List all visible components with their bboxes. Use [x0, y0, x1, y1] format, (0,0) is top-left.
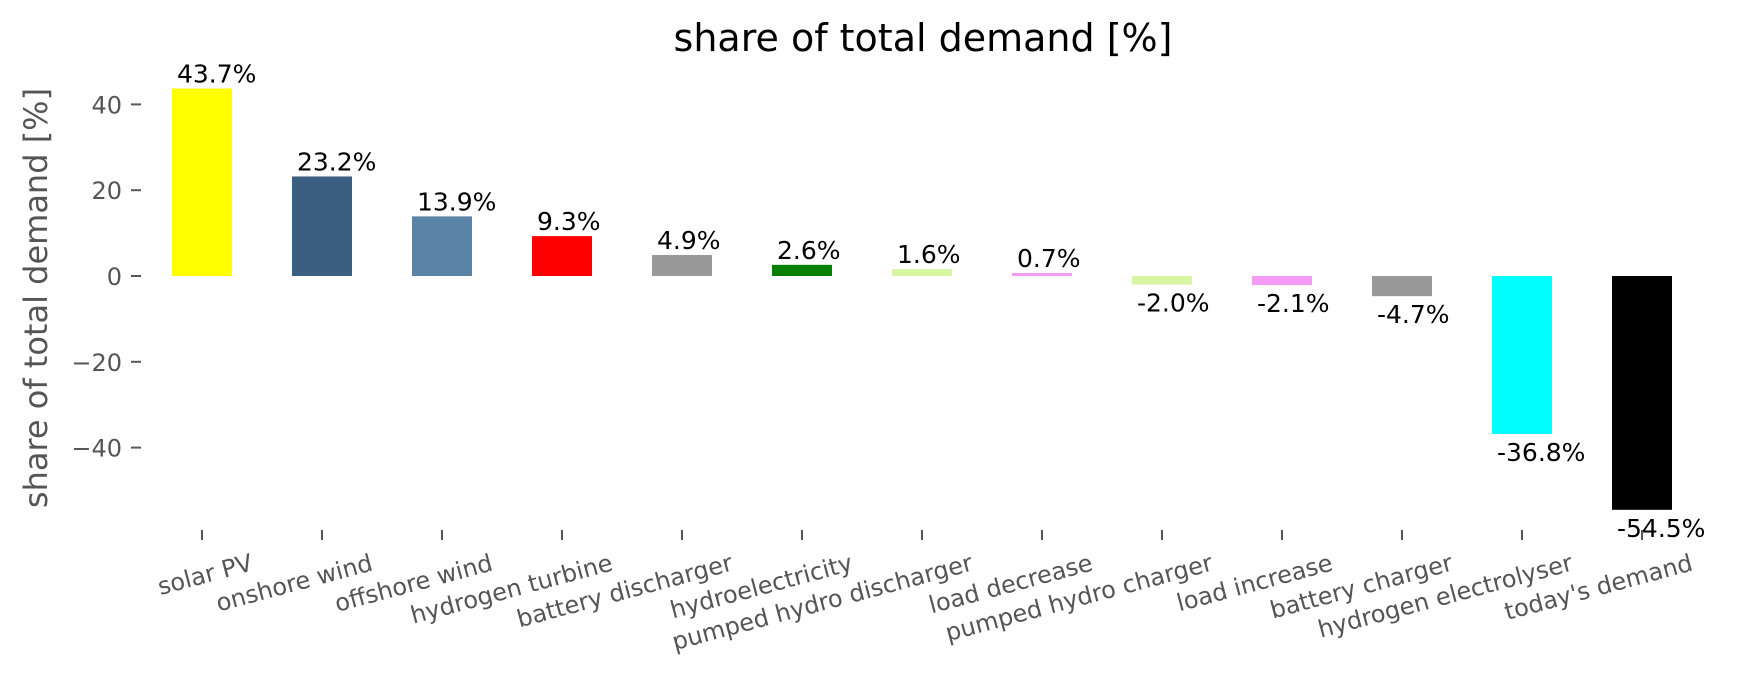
y-tick-label: 0 — [107, 263, 122, 291]
data-label: -36.8% — [1497, 438, 1585, 467]
bar — [172, 88, 232, 276]
y-tick-label: −20 — [71, 349, 122, 377]
bars — [172, 88, 1672, 510]
data-label: -4.7% — [1377, 300, 1450, 329]
data-label: -2.0% — [1137, 289, 1210, 318]
data-label: -54.5% — [1617, 514, 1705, 543]
bar — [292, 176, 352, 276]
data-label: 43.7% — [177, 60, 256, 89]
bar — [1132, 276, 1192, 285]
data-label: -2.1% — [1257, 289, 1330, 318]
data-label: 1.6% — [897, 240, 961, 269]
bar — [412, 216, 472, 276]
data-label: 13.9% — [417, 187, 496, 216]
bar — [1372, 276, 1432, 297]
y-tick-label: 40 — [91, 91, 122, 119]
bar — [1012, 272, 1072, 276]
y-axis: −40 −20 0 20 40 — [71, 91, 141, 463]
bar — [1492, 276, 1552, 434]
data-labels: 43.7% 23.2% 13.9% 9.3% 4.9% 2.6% 1.6% 0.7% -2.0%… — [177, 60, 1705, 543]
bar — [532, 236, 592, 276]
bar — [892, 269, 952, 276]
data-label: 9.3% — [537, 207, 601, 236]
data-label: 0.7% — [1017, 244, 1081, 273]
y-tick-label: −40 — [71, 435, 122, 463]
bar — [772, 264, 832, 276]
data-label: 4.9% — [657, 226, 721, 255]
y-tick-label: 20 — [91, 177, 122, 205]
chart-title: share of total demand [%] — [674, 16, 1173, 60]
y-axis-label: share of total demand [%] — [17, 88, 55, 508]
bar — [652, 254, 712, 276]
data-label: 2.6% — [777, 236, 841, 265]
bar — [1612, 276, 1672, 510]
data-label: 23.2% — [297, 147, 376, 176]
bar — [1252, 276, 1312, 286]
